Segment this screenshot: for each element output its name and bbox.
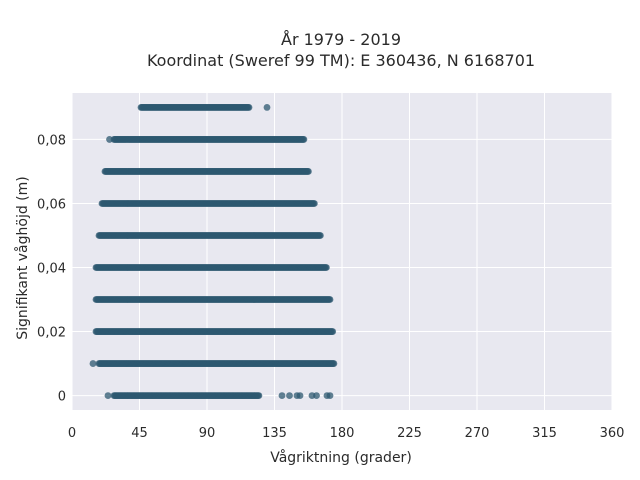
data-point: [317, 232, 324, 239]
data-point-outlier: [296, 392, 304, 399]
x-tick-label: 135: [262, 426, 287, 441]
y-axis-label: Signifikant våghöjd (m): [14, 176, 31, 339]
data-points: [89, 104, 338, 399]
data-point-outlier: [263, 104, 271, 111]
y-tick-label: 0,06: [37, 197, 66, 212]
data-point: [245, 104, 253, 111]
chart-title-line2: Koordinat (Sweref 99 TM): E 360436, N 61…: [147, 51, 535, 70]
data-point: [323, 264, 330, 271]
x-axis-label: Vågriktning (grader): [270, 449, 412, 466]
data-point: [255, 392, 263, 399]
x-tick-label: 0: [68, 426, 76, 441]
data-point-outlier: [313, 392, 320, 399]
y-axis-ticks: 0 0,02 0,04 0,06 0,08: [37, 133, 66, 404]
y-tick-label: 0,04: [37, 262, 66, 277]
grid-lines: [71, 93, 613, 410]
data-point-outlier: [326, 392, 334, 399]
x-tick-label: 360: [600, 426, 625, 441]
data-point: [329, 328, 337, 335]
data-point: [300, 136, 308, 143]
data-point: [330, 360, 338, 367]
chart-title-line1: År 1979 - 2019: [281, 30, 401, 49]
x-tick-label: 270: [465, 426, 490, 441]
data-point-outlier: [278, 392, 286, 399]
data-point-outlier: [106, 136, 113, 143]
data-point: [305, 168, 312, 175]
data-point-outlier: [286, 392, 293, 399]
y-tick-label: 0,02: [37, 326, 66, 341]
data-point-outlier: [104, 392, 112, 399]
x-tick-label: 315: [532, 426, 557, 441]
x-axis-ticks: 0 45 90 135 180 225 270 315 360: [68, 426, 625, 441]
data-point: [326, 296, 334, 303]
data-point: [311, 200, 318, 207]
x-tick-label: 90: [199, 426, 216, 441]
x-tick-label: 45: [131, 426, 148, 441]
data-point-outlier: [89, 360, 97, 367]
y-tick-label: 0,08: [37, 133, 66, 148]
y-tick-label: 0: [58, 390, 66, 405]
x-tick-label: 180: [330, 426, 355, 441]
x-tick-label: 225: [397, 426, 422, 441]
